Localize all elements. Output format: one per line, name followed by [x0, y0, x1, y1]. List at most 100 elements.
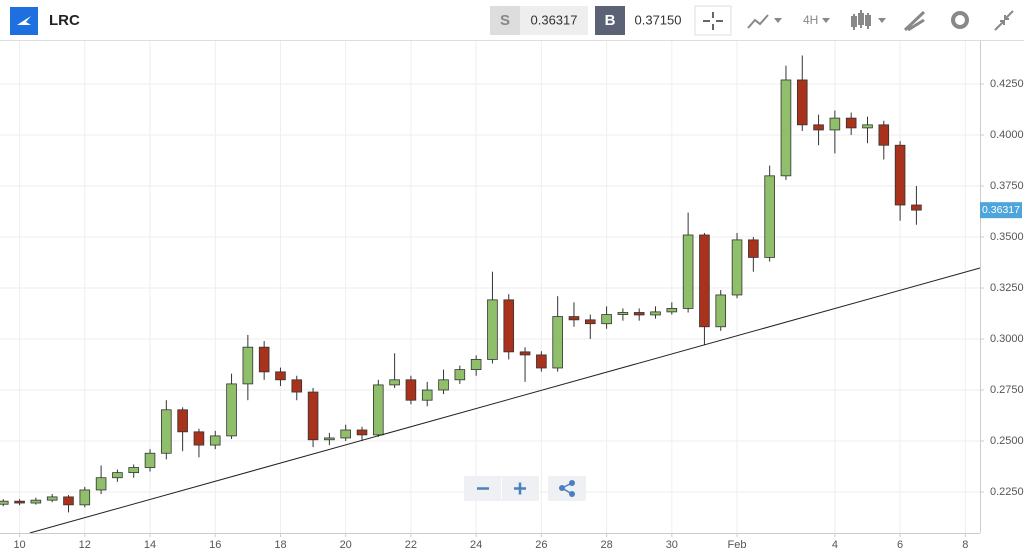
draw-icon[interactable] — [903, 10, 926, 32]
collapse-icon[interactable] — [994, 10, 1014, 31]
candle-body — [340, 429, 351, 439]
candle-body — [275, 371, 286, 381]
candle-body — [112, 472, 123, 479]
candle-body — [14, 500, 25, 504]
crosshair-button[interactable] — [694, 5, 732, 36]
candle-body — [161, 409, 172, 454]
last-price-label: 0.36317 — [982, 204, 1020, 216]
x-tick-label: 6 — [897, 539, 903, 551]
candle-body — [258, 346, 270, 373]
candle-body — [144, 452, 156, 468]
candle-body — [633, 312, 645, 316]
share-dot — [569, 480, 575, 486]
x-tick-label: 24 — [470, 539, 482, 551]
x-tick-label: 10 — [13, 539, 25, 551]
candle-body — [813, 124, 824, 131]
x-tick-label: 30 — [666, 539, 678, 551]
zoom-in[interactable] — [514, 482, 526, 495]
candle-body — [601, 314, 612, 325]
share-button[interactable] — [548, 476, 586, 501]
candle-body — [796, 79, 808, 126]
candle-body — [845, 117, 857, 129]
buy-price: 0.37150 — [635, 12, 682, 27]
x-tick-label: 12 — [79, 539, 91, 551]
candle-body — [617, 312, 629, 315]
candle-body — [454, 369, 466, 381]
candle-body — [911, 204, 922, 211]
candle-body — [552, 316, 563, 369]
crosshair-icon — [703, 12, 723, 30]
candle-body — [878, 124, 890, 146]
candle-body — [46, 496, 58, 501]
candle-body — [862, 124, 873, 129]
x-tick-label: 4 — [832, 539, 838, 551]
candle-body — [0, 500, 9, 505]
candle-body — [438, 379, 449, 391]
candle-body — [79, 489, 91, 506]
last-price-box — [980, 202, 1022, 219]
candle-body — [177, 409, 188, 433]
x-tick-label: 28 — [600, 539, 612, 551]
indicators-icon[interactable] — [851, 10, 871, 30]
chart-type-icon[interactable] — [747, 14, 769, 29]
candle-body — [650, 311, 661, 316]
candle-body — [715, 294, 727, 328]
candle-body — [421, 389, 433, 401]
candle-body — [536, 354, 547, 369]
x-tick-label: 22 — [405, 539, 417, 551]
dropdown-arrow[interactable] — [878, 18, 886, 23]
candle-body — [356, 429, 368, 436]
candle-body — [503, 299, 515, 353]
candle-body — [30, 499, 42, 504]
candle-body — [764, 175, 775, 258]
dropdown-arrow[interactable] — [822, 18, 830, 23]
dropdown-arrow[interactable] — [774, 18, 782, 23]
candle-body — [226, 383, 237, 437]
candle-body — [95, 477, 107, 491]
candle-body — [389, 379, 400, 386]
y-tick-label: 0.42500 — [990, 78, 1024, 90]
marks — [0, 55, 981, 534]
candle-body — [666, 308, 678, 313]
candle-body — [731, 239, 743, 296]
logo-icon — [17, 16, 31, 25]
candle-body — [487, 299, 498, 360]
candle-body — [699, 234, 710, 328]
x-tick-label: 16 — [209, 539, 221, 551]
x-tick-label: 14 — [144, 539, 156, 551]
share-dot — [569, 491, 575, 497]
candle-body — [209, 435, 221, 446]
buy-box[interactable] — [595, 6, 625, 35]
sell-price-box[interactable] — [520, 6, 588, 35]
interval[interactable]: 4H — [803, 13, 818, 27]
candle-body — [193, 431, 205, 446]
candle-body — [324, 437, 335, 441]
sell-box[interactable] — [490, 6, 520, 35]
candle-body — [780, 79, 792, 177]
trendline — [29, 267, 981, 534]
candle-body — [128, 467, 140, 474]
candle-body — [405, 379, 417, 401]
x-tick-label: 26 — [535, 539, 547, 551]
x-tick-label: Feb — [728, 539, 747, 551]
candle-body — [584, 319, 596, 325]
x-tick-label: 20 — [340, 539, 352, 551]
candle-body — [748, 239, 759, 258]
buy-label: B — [605, 12, 616, 29]
sell-price: 0.36317 — [531, 12, 578, 27]
x-tick-label: 8 — [962, 539, 968, 551]
candle-body — [519, 351, 531, 356]
candle-body — [63, 496, 74, 506]
settings-icon[interactable] — [951, 11, 969, 29]
x-tick-label: 18 — [274, 539, 286, 551]
candle-body — [568, 316, 580, 321]
candle-body — [373, 384, 384, 436]
